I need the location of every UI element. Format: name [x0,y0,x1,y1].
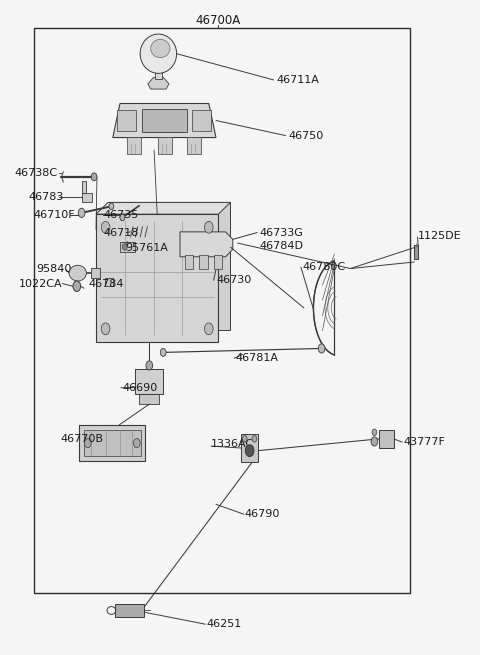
Circle shape [78,208,85,217]
Circle shape [160,348,166,356]
Text: 43777F: 43777F [403,437,445,447]
Text: 46750: 46750 [288,130,323,141]
Ellipse shape [140,34,177,73]
Text: 46781A: 46781A [235,353,278,364]
Text: 46780C: 46780C [302,262,346,272]
Circle shape [252,436,257,442]
Text: 46690: 46690 [122,383,157,393]
Text: 1336AC: 1336AC [211,439,254,449]
Text: 1022CA: 1022CA [19,278,63,289]
Polygon shape [139,394,159,404]
Bar [192,110,211,131]
Circle shape [120,214,125,221]
Bar [115,604,144,617]
Polygon shape [113,103,216,138]
Bar [82,181,86,193]
Bar [214,255,222,269]
Ellipse shape [151,39,170,58]
Bar [187,137,201,154]
Circle shape [204,323,213,335]
Text: 95761A: 95761A [125,242,168,253]
Polygon shape [96,202,230,214]
Ellipse shape [69,265,86,281]
Bar [84,430,141,456]
Polygon shape [148,77,169,89]
Polygon shape [108,202,230,330]
Circle shape [91,173,97,181]
Bar [155,56,162,79]
Bar [105,278,113,286]
Text: 46733G: 46733G [259,227,303,238]
Bar [91,268,100,278]
Text: 46718: 46718 [103,227,139,238]
Circle shape [84,439,91,448]
Circle shape [146,361,153,370]
Bar [120,242,135,252]
Circle shape [73,281,81,291]
Text: 46730: 46730 [216,275,251,286]
Circle shape [109,203,114,210]
Text: 46738C: 46738C [14,168,58,178]
Circle shape [242,436,247,442]
Polygon shape [180,232,233,257]
Text: 46710F: 46710F [34,210,75,220]
Text: 46251: 46251 [206,619,241,629]
Circle shape [318,344,325,353]
Circle shape [204,221,213,233]
Circle shape [133,439,140,448]
Circle shape [371,437,378,446]
Text: 46735: 46735 [103,210,138,220]
Text: 1125DE: 1125DE [418,231,461,241]
Bar [199,255,208,269]
Bar [82,193,92,202]
Circle shape [372,429,377,436]
Circle shape [245,445,254,457]
Text: 46700A: 46700A [196,14,241,28]
Bar [34,28,410,593]
Bar [379,430,394,448]
Bar [241,434,258,462]
Bar [79,425,145,461]
Bar [117,110,136,131]
Text: 46711A: 46711A [276,75,319,85]
Bar [414,245,418,259]
Bar [158,137,172,154]
Circle shape [101,323,110,335]
Circle shape [122,244,127,250]
Bar [96,214,218,342]
Circle shape [101,221,110,233]
Text: 95840: 95840 [36,263,72,274]
Text: 46783: 46783 [29,191,64,202]
Bar [127,137,141,154]
Text: 46784: 46784 [89,278,124,289]
Text: 46784D: 46784D [259,241,303,252]
Text: 46790: 46790 [245,509,280,519]
Bar [185,255,193,269]
Bar [135,369,163,394]
Bar [142,109,187,132]
Text: 46770B: 46770B [60,434,103,444]
